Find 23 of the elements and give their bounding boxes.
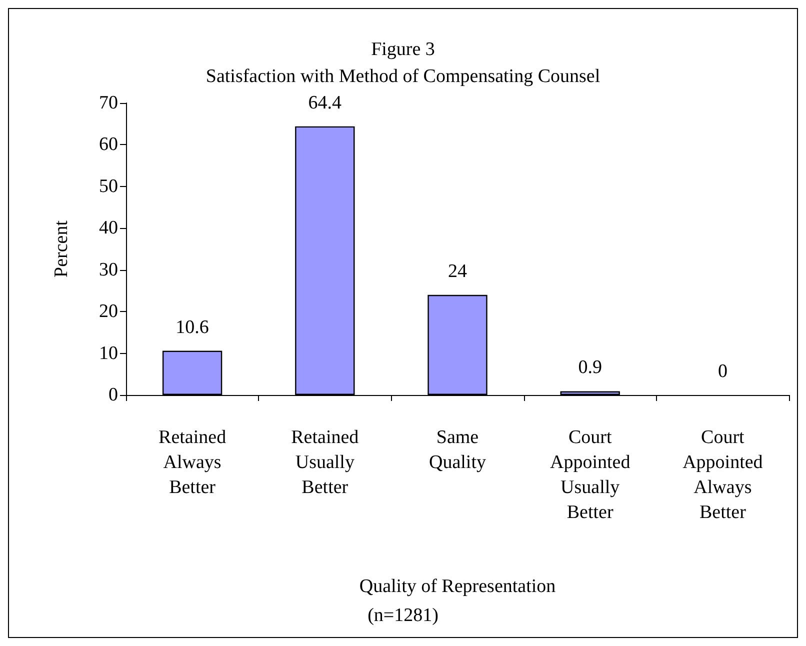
x-tick-label: Court Appointed Always Better bbox=[682, 427, 764, 523]
x-tick-label: Retained Always Better bbox=[158, 427, 227, 498]
x-tick-label: Same Quality bbox=[429, 427, 486, 473]
data-label: 64.4 bbox=[308, 92, 342, 114]
y-tick-label: 30 bbox=[99, 259, 118, 280]
data-label: 24 bbox=[448, 260, 468, 282]
y-tick-label: 0 bbox=[108, 384, 118, 406]
chart-subtitle: Satisfaction with Method of Compensating Counsel bbox=[206, 66, 600, 87]
data-label: 10.6 bbox=[176, 316, 209, 338]
x-tick-label: Court Appointed Usually Better bbox=[550, 427, 631, 523]
y-axis-title: Percent bbox=[51, 220, 72, 278]
y-tick-label: 60 bbox=[99, 134, 118, 156]
y-tick-label: 40 bbox=[99, 218, 118, 239]
data-label: 0 bbox=[718, 361, 728, 382]
y-tick-label: 10 bbox=[99, 342, 118, 364]
chart-title: Figure 3 bbox=[371, 39, 435, 60]
y-tick-label: 20 bbox=[99, 301, 118, 322]
x-axis-title: Quality of Representation bbox=[359, 576, 556, 597]
text: (n=1281) bbox=[368, 605, 438, 626]
y-tick-label: 70 bbox=[99, 92, 118, 114]
y-tick-label: 50 bbox=[99, 176, 118, 197]
data-label: 0.9 bbox=[578, 357, 602, 378]
x-tick-label: Retained Usually Better bbox=[291, 427, 360, 498]
